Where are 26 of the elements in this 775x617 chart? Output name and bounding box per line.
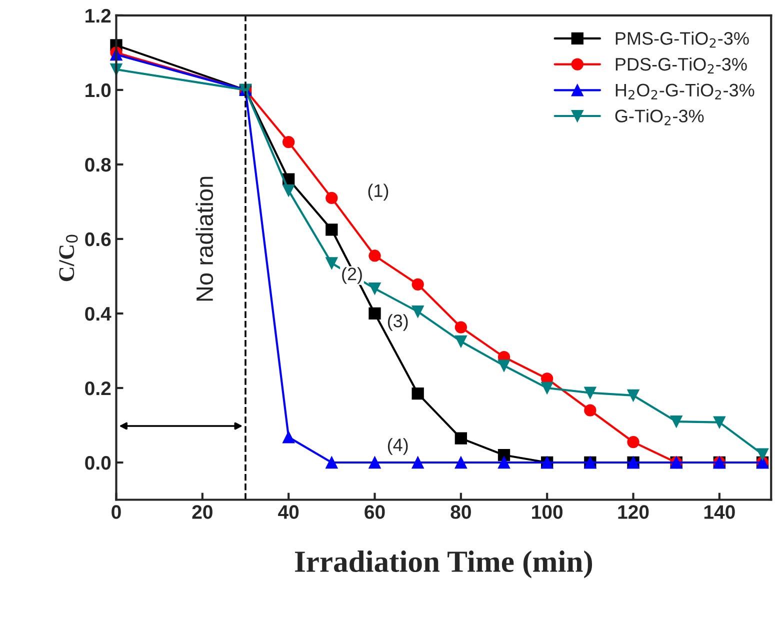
- x-tick-label: 120: [618, 505, 649, 519]
- x-tick-label: 20: [192, 505, 212, 519]
- y-axis-title: C/C$_{0}$: [59, 234, 78, 282]
- y-tick-label: 0.0: [85, 456, 111, 470]
- y-tick-label: 0.4: [85, 306, 112, 321]
- legend-label: PMS-G-TiO$_{2}$-3%: [616, 32, 749, 48]
- y-tick-label: 0.8: [85, 158, 111, 172]
- annotation: (3): [388, 314, 408, 331]
- annotation: (4): [388, 438, 408, 455]
- y-tick-label: 1.0: [86, 83, 111, 98]
- legend-label: PDS-G-TiO$_{2}$-3%: [616, 57, 747, 74]
- x-tick-label: 100: [532, 505, 563, 519]
- x-tick-label: 60: [364, 505, 385, 519]
- legend-label: H$_{2}$O$_{2}$-G-TiO$_{2}$-3%: [616, 83, 754, 100]
- ref-line-label: No radiation: [196, 176, 214, 301]
- legend-label: G-TiO$_{2}$-3%: [615, 109, 704, 126]
- y-tick-label: 0.6: [85, 232, 111, 246]
- x-tick-label: 0: [112, 505, 121, 519]
- x-axis-title: Irradiation Time (min): [295, 550, 592, 578]
- x-tick-label: 80: [450, 505, 471, 519]
- x-tick-label: 40: [278, 505, 299, 519]
- y-tick-label: 0.2: [85, 381, 111, 396]
- annotation: (2): [342, 267, 362, 284]
- annotation: (1): [368, 184, 388, 201]
- x-tick-label: 140: [704, 505, 735, 519]
- y-tick-label: 1.2: [86, 8, 111, 22]
